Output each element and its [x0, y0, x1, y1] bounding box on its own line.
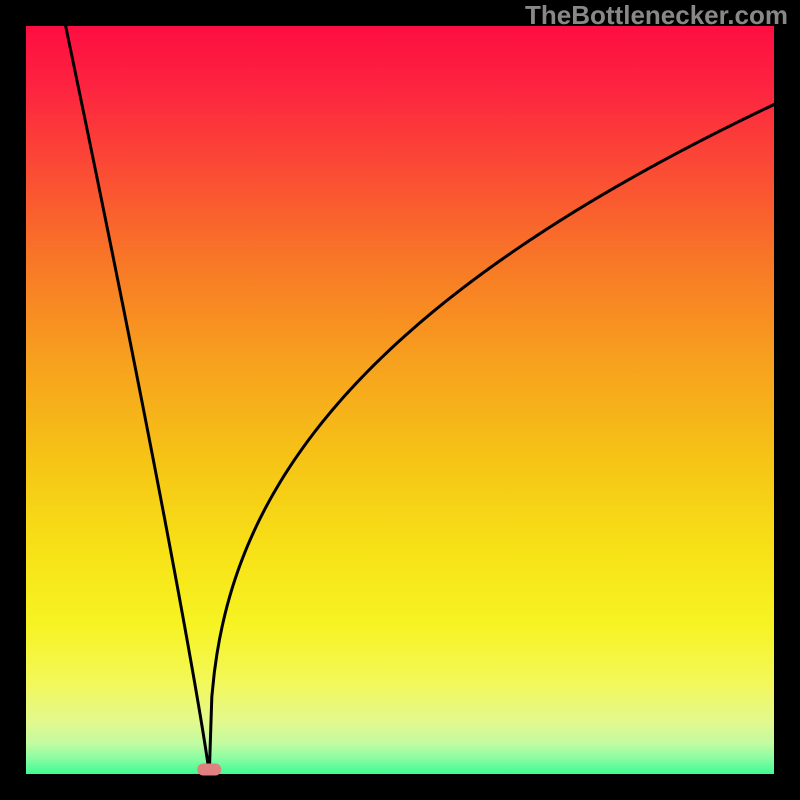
gradient-background	[26, 26, 774, 774]
watermark-text[interactable]: TheBottlenecker.com	[525, 0, 788, 31]
bottleneck-chart	[0, 0, 800, 800]
chart-container: TheBottlenecker.com	[0, 0, 800, 800]
optimal-point-marker	[197, 764, 221, 776]
